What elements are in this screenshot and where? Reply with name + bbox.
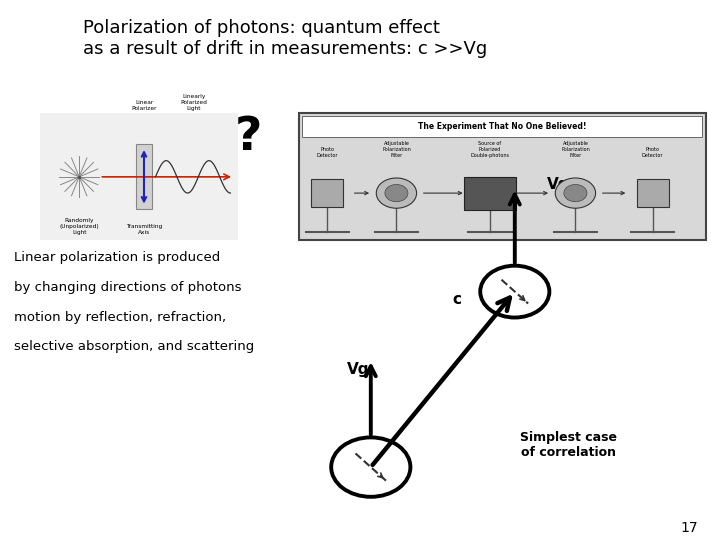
FancyBboxPatch shape [637, 179, 669, 207]
Text: Linearly
Polarized
Light: Linearly Polarized Light [181, 94, 207, 111]
Text: Photo
Detector: Photo Detector [642, 147, 663, 158]
Circle shape [555, 178, 595, 208]
Text: Vg: Vg [347, 362, 370, 377]
FancyBboxPatch shape [302, 116, 702, 137]
FancyBboxPatch shape [312, 179, 343, 207]
FancyBboxPatch shape [40, 113, 238, 240]
Text: ?: ? [235, 115, 262, 160]
Text: Transmitting
Axis: Transmitting Axis [126, 224, 162, 235]
Text: selective absorption, and scattering: selective absorption, and scattering [14, 340, 255, 353]
Text: Adjustable
Polarization
Filter: Adjustable Polarization Filter [561, 141, 590, 158]
Text: by changing directions of photons: by changing directions of photons [14, 281, 242, 294]
Circle shape [377, 178, 417, 208]
Text: Source of
Polarized
Double-photons: Source of Polarized Double-photons [470, 141, 510, 158]
Text: motion by reflection, refraction,: motion by reflection, refraction, [14, 310, 227, 323]
Text: Vg: Vg [547, 177, 570, 192]
Text: Simplest case
of correlation: Simplest case of correlation [521, 431, 617, 460]
Text: Photo
Detector: Photo Detector [317, 147, 338, 158]
Text: Randomly
(Unpolarized)
Light: Randomly (Unpolarized) Light [59, 218, 99, 235]
FancyBboxPatch shape [299, 113, 706, 240]
Text: Linear polarization is produced: Linear polarization is produced [14, 251, 220, 264]
Text: Vg: Vg [487, 177, 510, 192]
Text: 17: 17 [681, 521, 698, 535]
Text: Adjustable
Polarization
Filter: Adjustable Polarization Filter [382, 141, 411, 158]
FancyBboxPatch shape [464, 177, 516, 210]
Text: Polarization of photons: quantum effect
as a result of drift in measurements: c : Polarization of photons: quantum effect … [83, 19, 487, 58]
Text: c: c [453, 292, 462, 307]
Text: The Experiment That No One Believed!: The Experiment That No One Believed! [418, 122, 587, 131]
Circle shape [385, 185, 408, 202]
Circle shape [564, 185, 587, 202]
FancyBboxPatch shape [136, 144, 152, 209]
Text: Linear
Polarizer: Linear Polarizer [131, 100, 157, 111]
